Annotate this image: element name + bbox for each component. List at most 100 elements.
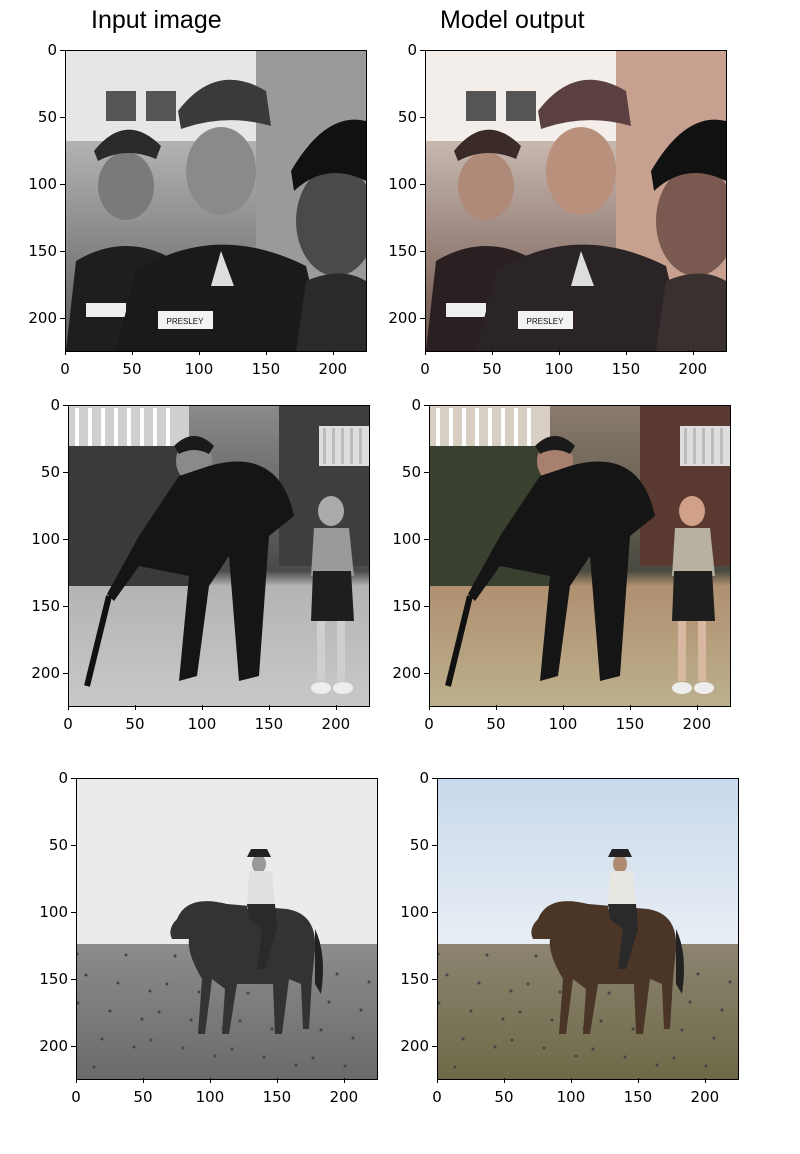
x-tick-mark (625, 350, 627, 355)
x-tick-mark (562, 705, 564, 710)
x-tick-label: 200 (329, 1088, 359, 1106)
x-tick-label: 0 (60, 360, 70, 378)
x-tick-label: 100 (548, 715, 578, 733)
y-tick-label: 150 (388, 241, 417, 260)
x-tick-label: 50 (122, 360, 142, 378)
y-tick-mark (432, 1045, 437, 1047)
y-tick-label: 50 (48, 835, 68, 854)
y-tick-mark (420, 116, 425, 118)
x-tick-mark (570, 1078, 572, 1083)
input-image-panel-3 (76, 778, 378, 1080)
y-tick-label: 50 (397, 107, 417, 126)
y-tick-mark (63, 538, 68, 540)
x-tick-mark (343, 1078, 345, 1083)
x-tick-label: 0 (420, 360, 430, 378)
y-tick-label: 150 (400, 969, 429, 988)
x-tick-mark (429, 705, 430, 710)
y-tick-label: 150 (31, 596, 60, 615)
x-tick-label: 100 (544, 360, 574, 378)
y-tick-label: 200 (392, 663, 421, 682)
x-tick-label: 200 (682, 715, 712, 733)
x-tick-label: 200 (678, 360, 708, 378)
y-tick-label: 0 (58, 769, 68, 787)
y-tick-label: 200 (388, 308, 417, 327)
x-tick-label: 0 (71, 1088, 81, 1106)
y-tick-label: 100 (28, 174, 57, 193)
input-image-panel-1: PRESLEY (65, 50, 367, 352)
x-tick-mark (68, 705, 69, 710)
y-tick-mark (60, 183, 65, 185)
x-tick-mark (495, 705, 497, 710)
y-tick-mark (71, 1045, 76, 1047)
x-tick-mark (491, 350, 493, 355)
y-tick-label: 50 (409, 835, 429, 854)
x-tick-mark (209, 1078, 211, 1083)
x-tick-mark (503, 1078, 505, 1083)
x-tick-mark (76, 1078, 77, 1083)
photo (69, 406, 369, 706)
y-tick-mark (63, 605, 68, 607)
x-tick-label: 200 (690, 1088, 720, 1106)
y-tick-mark (432, 978, 437, 980)
y-tick-mark (60, 50, 65, 51)
y-tick-label: 50 (40, 462, 60, 481)
x-tick-mark (134, 705, 136, 710)
y-tick-mark (424, 405, 429, 406)
y-tick-mark (63, 672, 68, 674)
title-input: Input image (91, 6, 222, 34)
y-tick-mark (71, 844, 76, 846)
x-tick-label: 50 (482, 360, 502, 378)
y-tick-mark (420, 50, 425, 51)
y-tick-label: 200 (31, 663, 60, 682)
x-tick-mark (335, 705, 337, 710)
y-tick-mark (63, 405, 68, 406)
y-tick-label: 0 (47, 41, 57, 59)
y-tick-label: 100 (39, 902, 68, 921)
x-tick-mark (558, 350, 560, 355)
x-tick-mark (332, 350, 334, 355)
y-tick-label: 150 (28, 241, 57, 260)
y-tick-mark (71, 911, 76, 913)
y-tick-label: 100 (392, 529, 421, 548)
x-tick-mark (425, 350, 426, 355)
x-tick-mark (637, 1078, 639, 1083)
x-tick-label: 0 (432, 1088, 442, 1106)
y-tick-mark (71, 778, 76, 779)
output-image-panel-2 (429, 405, 731, 707)
y-tick-label: 200 (400, 1036, 429, 1055)
x-tick-label: 200 (321, 715, 351, 733)
y-tick-label: 0 (411, 396, 421, 414)
x-tick-mark (437, 1078, 438, 1083)
y-tick-mark (424, 605, 429, 607)
x-tick-mark (696, 705, 698, 710)
name-tag-text: PRESLEY (527, 317, 565, 326)
x-tick-label: 150 (611, 360, 641, 378)
x-tick-label: 100 (187, 715, 217, 733)
output-image-panel-3 (437, 778, 739, 1080)
y-tick-mark (420, 317, 425, 319)
x-tick-label: 0 (424, 715, 434, 733)
photo: PRESLEY (66, 51, 366, 351)
y-tick-label: 200 (28, 308, 57, 327)
x-tick-mark (131, 350, 133, 355)
y-tick-mark (432, 844, 437, 846)
x-tick-label: 100 (184, 360, 214, 378)
y-tick-mark (420, 183, 425, 185)
y-tick-label: 0 (419, 769, 429, 787)
y-tick-mark (424, 538, 429, 540)
y-tick-label: 150 (39, 969, 68, 988)
x-tick-label: 150 (623, 1088, 653, 1106)
x-tick-mark (276, 1078, 278, 1083)
photo: PRESLEY (426, 51, 726, 351)
x-tick-label: 0 (63, 715, 73, 733)
y-tick-mark (432, 778, 437, 779)
x-tick-mark (65, 350, 66, 355)
photo (430, 406, 730, 706)
y-tick-mark (432, 911, 437, 913)
x-tick-label: 150 (615, 715, 645, 733)
x-tick-label: 150 (262, 1088, 292, 1106)
x-tick-label: 50 (494, 1088, 514, 1106)
x-tick-mark (198, 350, 200, 355)
photo (77, 779, 377, 1079)
y-tick-mark (60, 317, 65, 319)
